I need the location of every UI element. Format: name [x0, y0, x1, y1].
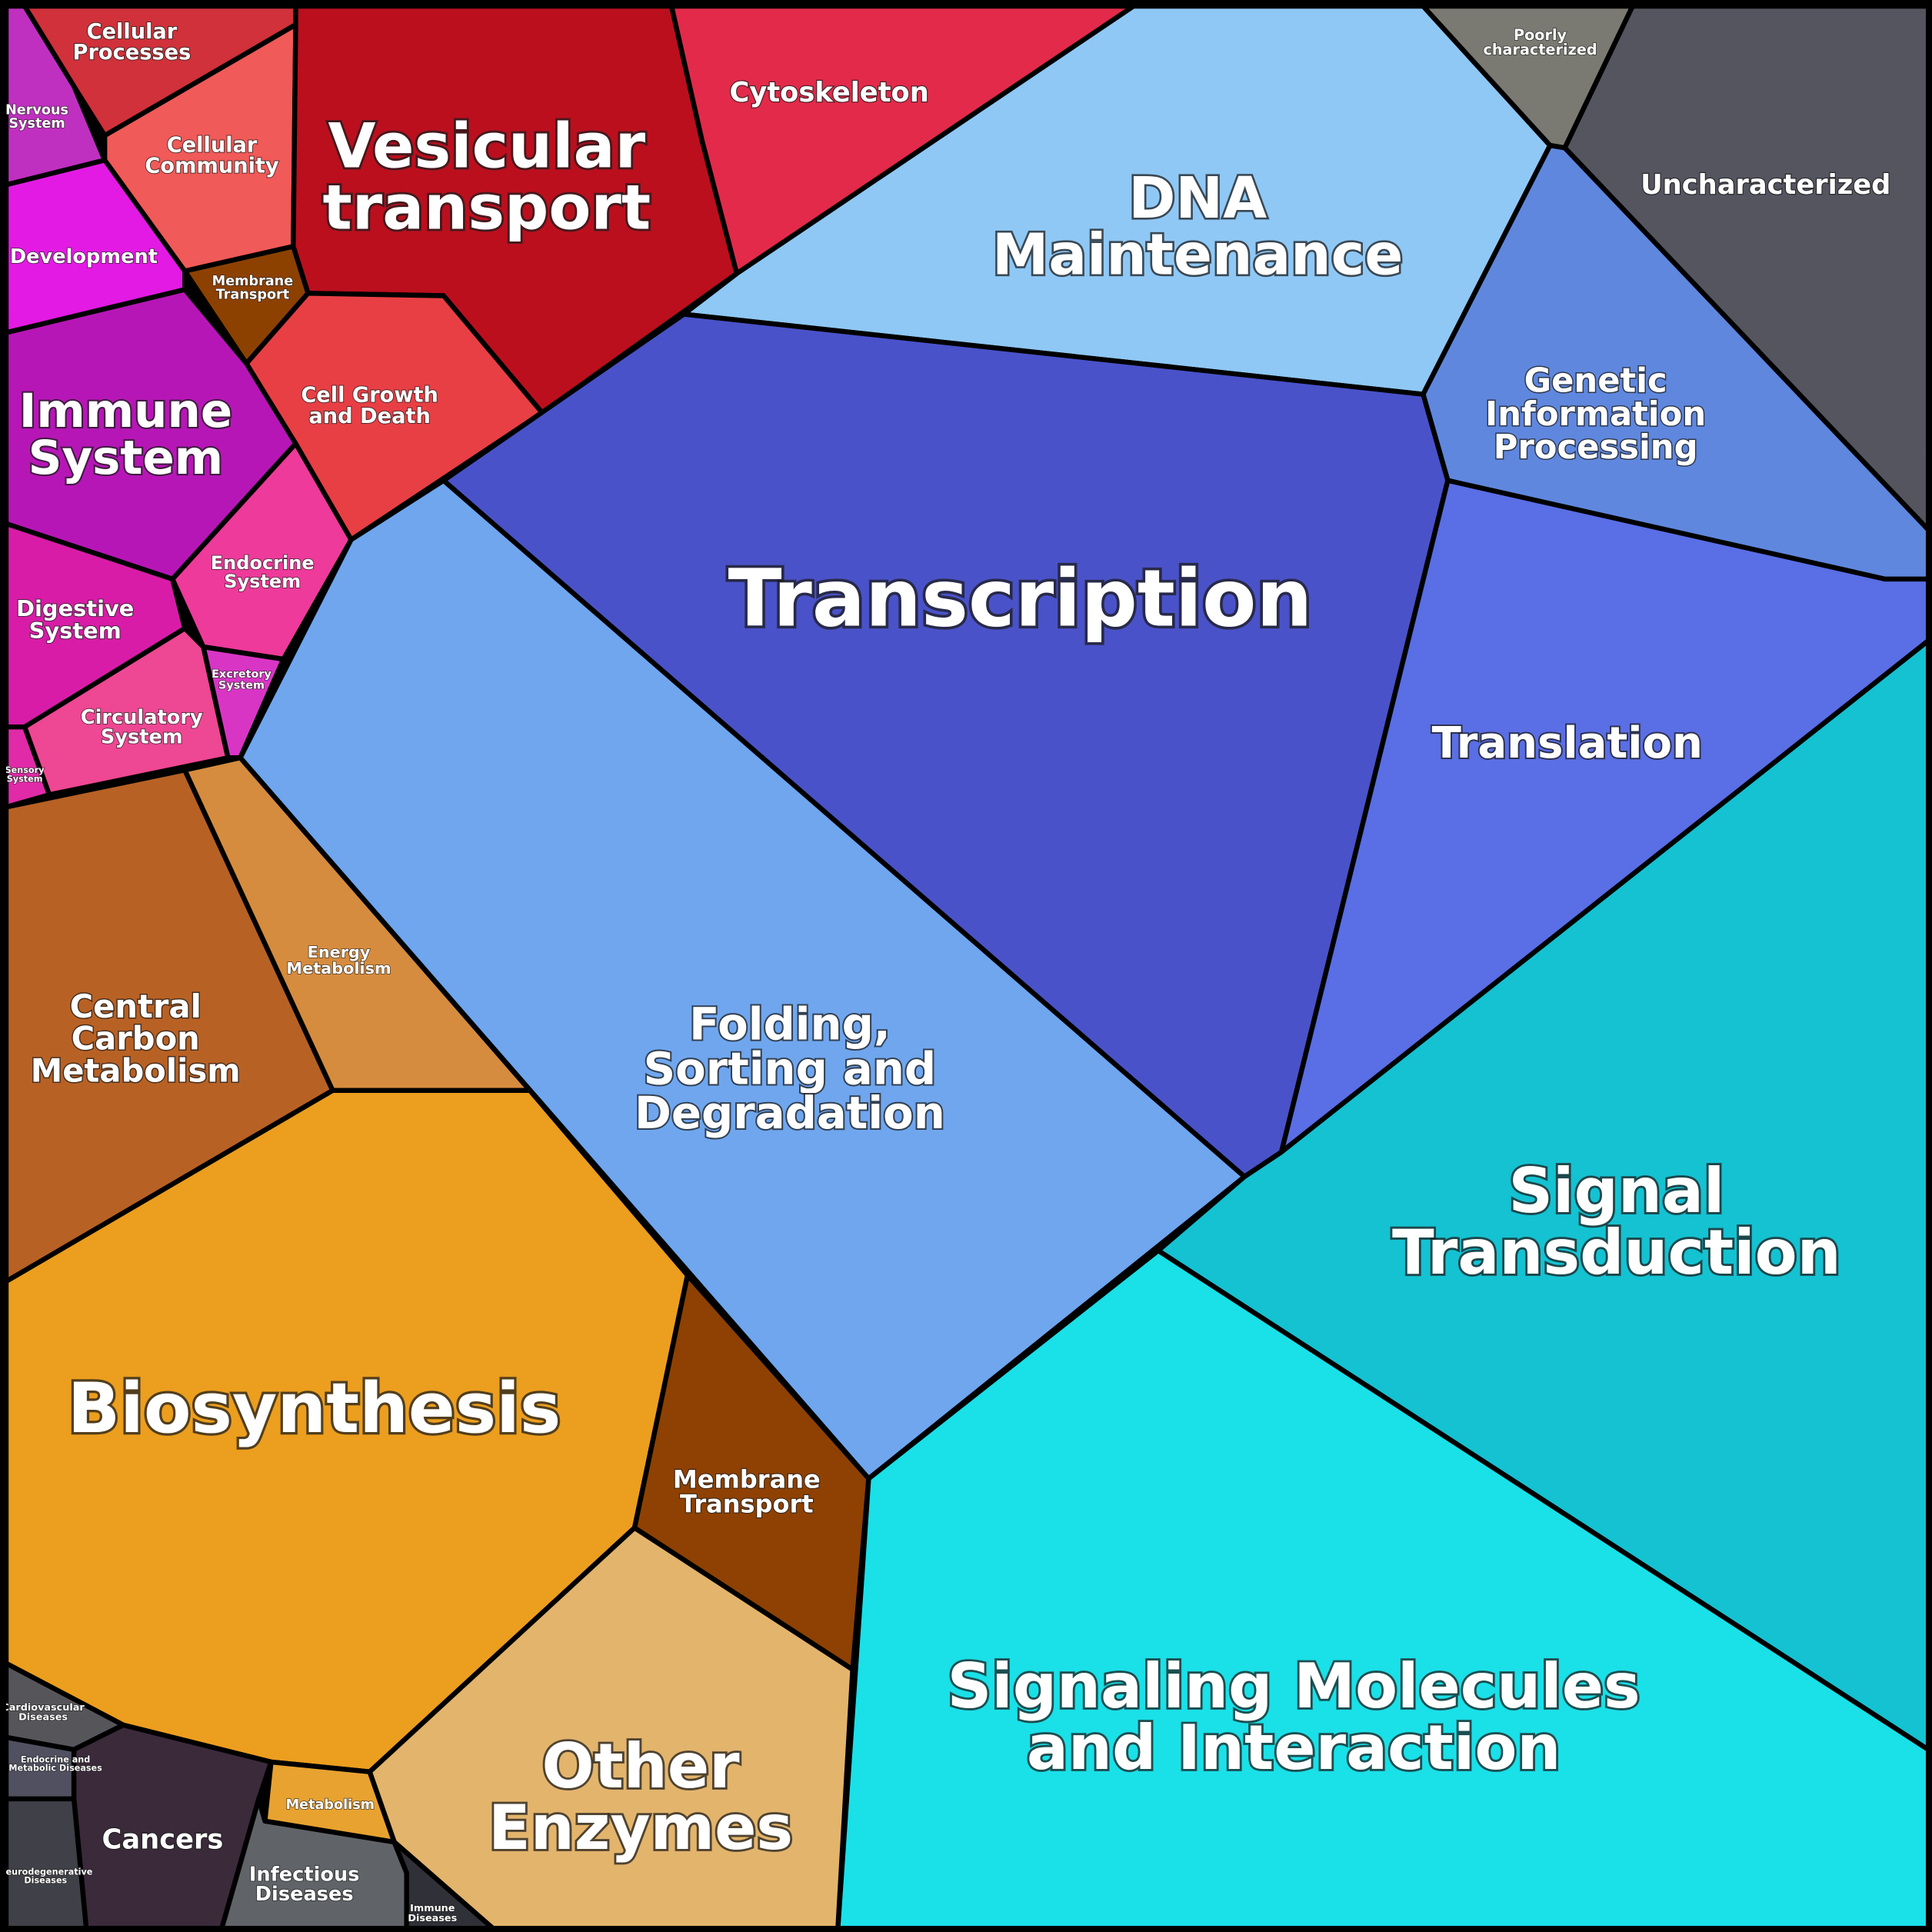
cell-label: System [218, 680, 265, 692]
cell-label: Cardiovascular [2, 1702, 85, 1714]
cell-label: Genetic [1524, 362, 1667, 401]
cells [3, 3, 1931, 1931]
cell-label: Metabolic Diseases [8, 1764, 102, 1774]
cell-label: Diseases [18, 1712, 68, 1724]
cell-label: DNA [1128, 166, 1267, 232]
cell-label: Community [145, 155, 278, 178]
cell-label: Metabolism [286, 959, 391, 978]
cell-label: Cellular [167, 133, 258, 157]
cell-label: Immune [410, 1903, 455, 1914]
cell-label: Maintenance [992, 222, 1403, 288]
cell-label: Development [10, 245, 158, 268]
cell-label: Signal [1508, 1155, 1724, 1227]
cell-label: Processing [1494, 428, 1698, 467]
cell-label: Neurodegenerative [0, 1867, 93, 1877]
cell-label: Central [70, 988, 202, 1025]
cell-label: Energy [308, 943, 371, 961]
cell-label: Transcription [728, 553, 1313, 645]
cell-label: Signaling Molecules [948, 1651, 1641, 1722]
cell-label: transport [322, 172, 651, 244]
cell-label: Transport [216, 288, 290, 303]
cell-label: Metabolism [31, 1051, 241, 1089]
cell-label: Poorly [1514, 26, 1567, 44]
cell-label: Sorting and [644, 1042, 937, 1094]
cell-label: System [101, 726, 183, 749]
cell-label: Cancers [102, 1824, 224, 1855]
cell-label: and Death [308, 405, 431, 428]
cell-label: Membrane [673, 1465, 821, 1494]
cell-label: Membrane [212, 274, 294, 289]
cell-label: System [224, 571, 301, 592]
cell-label: Folding, [689, 998, 891, 1051]
cell [3, 1796, 89, 1931]
cell-label: Vesicular [328, 110, 646, 182]
cell-label: Other [541, 1730, 740, 1802]
cell-label: Immune [19, 384, 232, 438]
cell-label: Translation [1432, 718, 1703, 768]
cell-label: Enzymes [488, 1792, 793, 1864]
cell-label: Metabolism [286, 1797, 375, 1813]
cell-label: Endocrine [211, 552, 315, 574]
cell-label: Uncharacterized [1641, 169, 1890, 201]
cell-label: Cell Growth [301, 384, 438, 408]
cell-label: Processes [73, 41, 192, 65]
cell-label: Sensory [5, 765, 45, 775]
cell-label: Circulatory [81, 706, 203, 729]
cell-label: Infectious [249, 1863, 360, 1886]
labels: CellularProcessesNervousSystemCellularCo… [0, 19, 1892, 1925]
cell [170, 441, 354, 662]
cell-label: Transport [680, 1490, 814, 1519]
cell-label: characterized [1483, 41, 1597, 58]
cell-label: Diseases [255, 1883, 354, 1906]
cell-label: System [7, 774, 43, 784]
cell-label: Degradation [635, 1087, 945, 1139]
cell-label: System [28, 431, 224, 485]
cell-label: Endocrine and [21, 1755, 90, 1765]
cell-label: and Interaction [1027, 1712, 1561, 1784]
cell-label: Digestive [16, 595, 134, 621]
cell-label: Carbon [72, 1020, 200, 1058]
cell-label: System [29, 618, 122, 644]
cell-label: Cytoskeleton [730, 77, 929, 108]
cell-label: System [8, 116, 65, 132]
cell-label: Excretory [212, 668, 271, 681]
cell-label: Cellular [87, 20, 178, 44]
cell-label: Diseases [24, 1876, 67, 1886]
cell-label: Biosynthesis [68, 1369, 561, 1449]
cell-label: Nervous [5, 102, 68, 118]
cell-label: Transduction [1392, 1217, 1841, 1288]
cell-label: Diseases [408, 1913, 457, 1924]
cell-label: Information [1485, 395, 1706, 434]
